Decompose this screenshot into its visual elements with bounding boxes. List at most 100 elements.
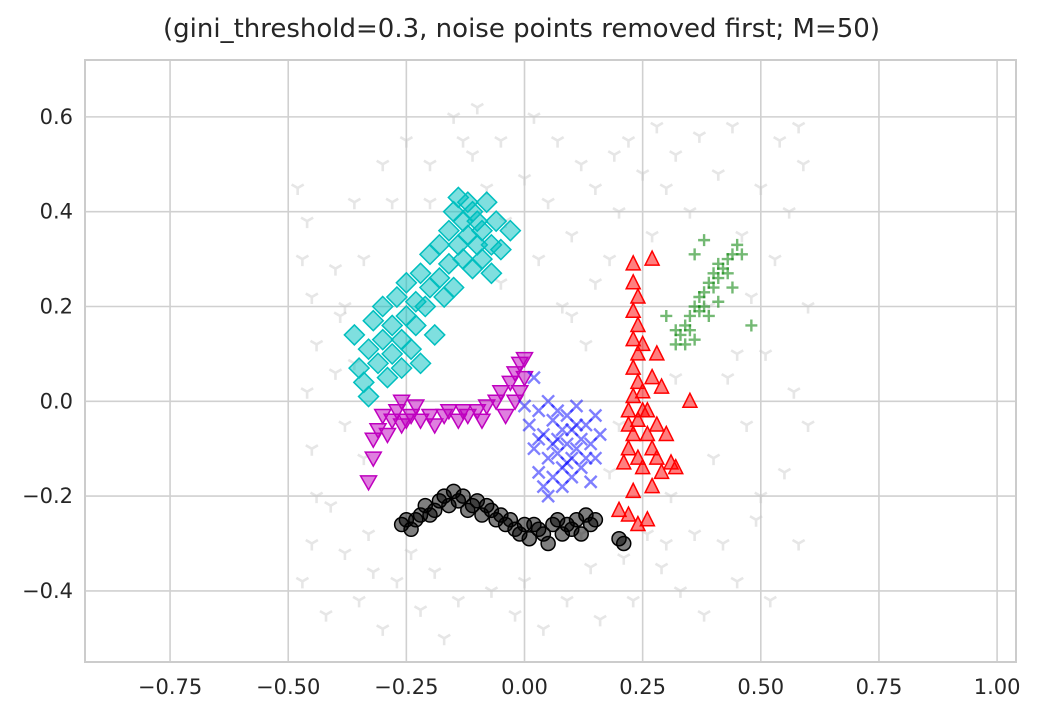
triangle-up-point — [620, 415, 637, 432]
diamond-point — [409, 352, 432, 375]
plus-point — [660, 309, 673, 322]
circle-point — [573, 526, 589, 542]
triangle-up-point — [648, 448, 666, 465]
plus-point — [702, 309, 715, 322]
triangle-up-point — [648, 415, 666, 432]
x-point — [531, 432, 546, 447]
diamond-point — [437, 219, 460, 242]
triangle-up-point — [615, 453, 632, 470]
noise-point — [777, 467, 792, 480]
triangle-down-point — [392, 394, 411, 411]
noise-point — [361, 529, 376, 542]
triangle-up-point — [639, 401, 656, 418]
triangle-down-point — [411, 413, 430, 430]
noise-point — [550, 135, 565, 148]
noise-point — [352, 595, 366, 608]
plus-point — [745, 319, 758, 332]
x-point — [569, 418, 584, 432]
triangle-up-point — [653, 462, 670, 480]
grid — [85, 60, 1016, 662]
diamond-point — [470, 248, 494, 271]
x-point — [569, 399, 584, 413]
triangle-down-point — [406, 399, 426, 416]
diamond-point — [371, 295, 394, 318]
x-point — [588, 451, 603, 466]
triangle-up-point — [653, 377, 670, 394]
diamond-point — [395, 271, 418, 294]
noise-point — [612, 420, 626, 432]
noise-point — [602, 467, 617, 480]
noise-point — [635, 169, 650, 181]
triangle-up-point — [634, 334, 651, 352]
noise-point — [328, 368, 343, 380]
y-tick-label: 0.0 — [40, 389, 73, 413]
series-triangle_down — [359, 351, 534, 492]
noise-point — [664, 491, 678, 504]
x-point — [517, 399, 532, 413]
noise-point — [763, 595, 777, 608]
noise-point — [404, 548, 418, 560]
plus-point — [669, 324, 682, 337]
noise-point — [787, 387, 801, 399]
diamond-point — [414, 295, 437, 318]
noise-point — [295, 254, 310, 267]
noise-point — [626, 595, 640, 608]
noise-point — [338, 548, 352, 560]
noise-point — [527, 112, 541, 124]
x-tick-label: 0.25 — [619, 675, 666, 699]
noise-point — [376, 159, 390, 172]
plus-point — [698, 234, 711, 247]
noise-point — [357, 254, 371, 267]
noise-point — [654, 562, 669, 575]
noise-point — [758, 349, 773, 361]
noise-point — [621, 135, 636, 148]
noise-point — [782, 207, 796, 219]
noise-point — [687, 529, 702, 542]
x-tick-label: 0.00 — [501, 675, 548, 699]
triangle-up-point — [620, 439, 637, 456]
noise-point — [300, 216, 314, 229]
diamond-point — [362, 309, 385, 332]
triangle-up-point — [643, 367, 661, 385]
diamond-point — [499, 219, 522, 242]
diamond-point — [381, 314, 404, 337]
x-point — [550, 403, 565, 418]
x-tick-label: −0.75 — [138, 675, 202, 699]
x-point — [574, 432, 589, 447]
x-point — [527, 370, 541, 385]
circle-point — [455, 488, 471, 504]
noise-point — [333, 311, 347, 323]
noise-point — [319, 609, 333, 622]
triangle-down-point — [425, 418, 445, 435]
triangle-down-point — [477, 399, 496, 416]
noise-point — [669, 150, 683, 162]
triangle-up-point — [610, 500, 628, 518]
triangle-up-point — [624, 424, 642, 442]
triangle-up-point — [658, 424, 675, 442]
triangle-up-point — [634, 457, 651, 475]
noise-point — [413, 605, 428, 617]
noise-point — [754, 491, 768, 504]
noise-point — [588, 278, 603, 290]
plus-point — [688, 333, 701, 346]
noise-point — [508, 609, 522, 622]
diamond-point — [428, 233, 451, 256]
triangle-down-point — [458, 408, 478, 426]
triangle-down-point — [515, 370, 534, 388]
y-tick-label: 0.2 — [40, 294, 73, 318]
noise-point — [791, 538, 806, 551]
noise-point — [593, 614, 607, 627]
noise-point — [791, 121, 806, 134]
triangle-down-point — [467, 404, 487, 421]
noise-point — [484, 586, 499, 598]
diamond-point — [343, 323, 366, 346]
diamond-point — [400, 338, 423, 361]
triangle-up-point — [629, 344, 647, 361]
noise-point — [541, 197, 555, 210]
plus-point — [679, 338, 692, 351]
noise-point — [739, 420, 754, 432]
triangle-up-point — [624, 301, 642, 318]
triangle-down-point — [491, 385, 511, 402]
series-circle — [393, 483, 632, 552]
